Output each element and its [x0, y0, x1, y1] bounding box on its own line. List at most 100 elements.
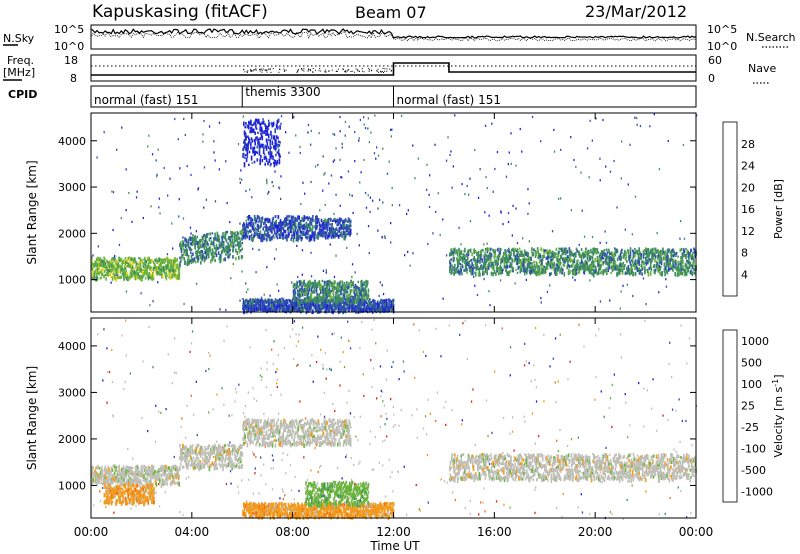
- band-pixel: [280, 229, 282, 234]
- band-pixel: [131, 263, 133, 268]
- band-pixel: [643, 249, 645, 253]
- scatter-pixel: [589, 119, 591, 122]
- band-pixel: [325, 231, 328, 236]
- band-pixel: [157, 271, 159, 274]
- band-pixel: [527, 252, 530, 257]
- band-pixel: [360, 307, 362, 313]
- scatter-pixel: [580, 171, 582, 174]
- scatter-pixel: [574, 279, 576, 282]
- band-pixel: [524, 259, 527, 264]
- band-pixel: [268, 234, 271, 238]
- scatter-pixel: [656, 232, 658, 235]
- band-pixel: [582, 253, 584, 257]
- band-pixel: [598, 254, 601, 259]
- band-pixel: [299, 299, 301, 302]
- band-pixel: [155, 266, 158, 271]
- band-pixel: [285, 299, 288, 302]
- band-pixel: [241, 255, 244, 259]
- band-pixel: [585, 250, 587, 255]
- scatter-pixel: [570, 136, 572, 139]
- band-pixel: [539, 254, 542, 259]
- scatter-pixel: [97, 245, 99, 248]
- band-pixel: [269, 309, 272, 313]
- band-pixel: [347, 306, 349, 312]
- band-pixel: [691, 271, 694, 276]
- band-pixel: [292, 289, 295, 292]
- scatter-pixel: [308, 288, 311, 291]
- band-pixel: [193, 257, 196, 261]
- band-pixel: [348, 295, 351, 298]
- band-pixel: [549, 250, 552, 255]
- band-pixel: [464, 258, 466, 261]
- band-pixel: [250, 223, 252, 226]
- band-pixel: [325, 289, 327, 294]
- band-pixel: [217, 234, 220, 240]
- band-pixel: [263, 153, 266, 156]
- nave-point: [266, 69, 268, 71]
- band-pixel: [311, 229, 313, 233]
- band-pixel: [521, 268, 523, 272]
- scatter-pixel: [477, 196, 480, 199]
- band-pixel: [225, 231, 227, 236]
- band-pixel: [651, 259, 653, 262]
- scatter-pixel: [339, 130, 341, 133]
- band-pixel: [253, 303, 255, 309]
- band-pixel: [265, 145, 268, 151]
- scatter-pixel: [679, 237, 681, 240]
- band-pixel: [342, 293, 344, 298]
- band-pixel: [254, 298, 257, 301]
- band-pixel: [231, 231, 234, 235]
- band-pixel: [304, 234, 307, 239]
- scatter-pixel: [268, 190, 270, 193]
- scatter-pixel: [358, 139, 360, 142]
- band-pixel: [484, 251, 486, 256]
- scatter-pixel: [112, 228, 114, 232]
- band-pixel: [575, 268, 578, 272]
- band-pixel: [638, 247, 640, 252]
- band-pixel: [240, 233, 243, 236]
- scatter-pixel: [510, 132, 512, 135]
- band-pixel: [606, 251, 609, 255]
- band-pixel: [624, 264, 626, 267]
- band-pixel: [642, 260, 644, 264]
- band-pixel: [358, 294, 360, 298]
- nave-point: [325, 71, 327, 73]
- band-pixel: [640, 255, 643, 260]
- band-pixel: [204, 256, 206, 261]
- band-pixel: [390, 308, 393, 312]
- band-pixel: [330, 295, 332, 300]
- band-pixel: [363, 294, 365, 298]
- scatter-pixel: [363, 158, 365, 162]
- band-pixel: [552, 264, 555, 269]
- station-title: Kapuskasing (fitACF): [92, 2, 268, 22]
- band-pixel: [645, 251, 648, 255]
- band-pixel: [198, 246, 201, 250]
- band-pixel: [693, 248, 696, 252]
- band-pixel: [179, 256, 181, 260]
- band-pixel: [500, 258, 502, 264]
- band-pixel: [479, 267, 482, 270]
- band-pixel: [337, 234, 340, 239]
- band-pixel: [245, 146, 248, 151]
- band-pixel: [254, 150, 256, 156]
- band-pixel: [584, 260, 586, 265]
- scatter-pixel: [435, 210, 437, 213]
- band-pixel: [250, 236, 253, 241]
- band-pixel: [318, 280, 321, 286]
- band-pixel: [343, 294, 346, 299]
- band-pixel: [137, 275, 140, 280]
- scatter-pixel: [288, 151, 290, 154]
- scatter-pixel: [445, 254, 448, 257]
- scatter-pixel: [488, 214, 490, 217]
- band-pixel: [267, 127, 269, 131]
- band-pixel: [319, 228, 321, 233]
- scatter-pixel: [546, 290, 549, 293]
- nave-point: [320, 70, 322, 72]
- band-pixel: [670, 256, 673, 260]
- band-pixel: [316, 221, 318, 225]
- band-pixel: [299, 288, 301, 292]
- band-pixel: [235, 234, 238, 237]
- band-pixel: [667, 254, 669, 259]
- nave-point: [391, 69, 392, 71]
- band-pixel: [258, 215, 260, 219]
